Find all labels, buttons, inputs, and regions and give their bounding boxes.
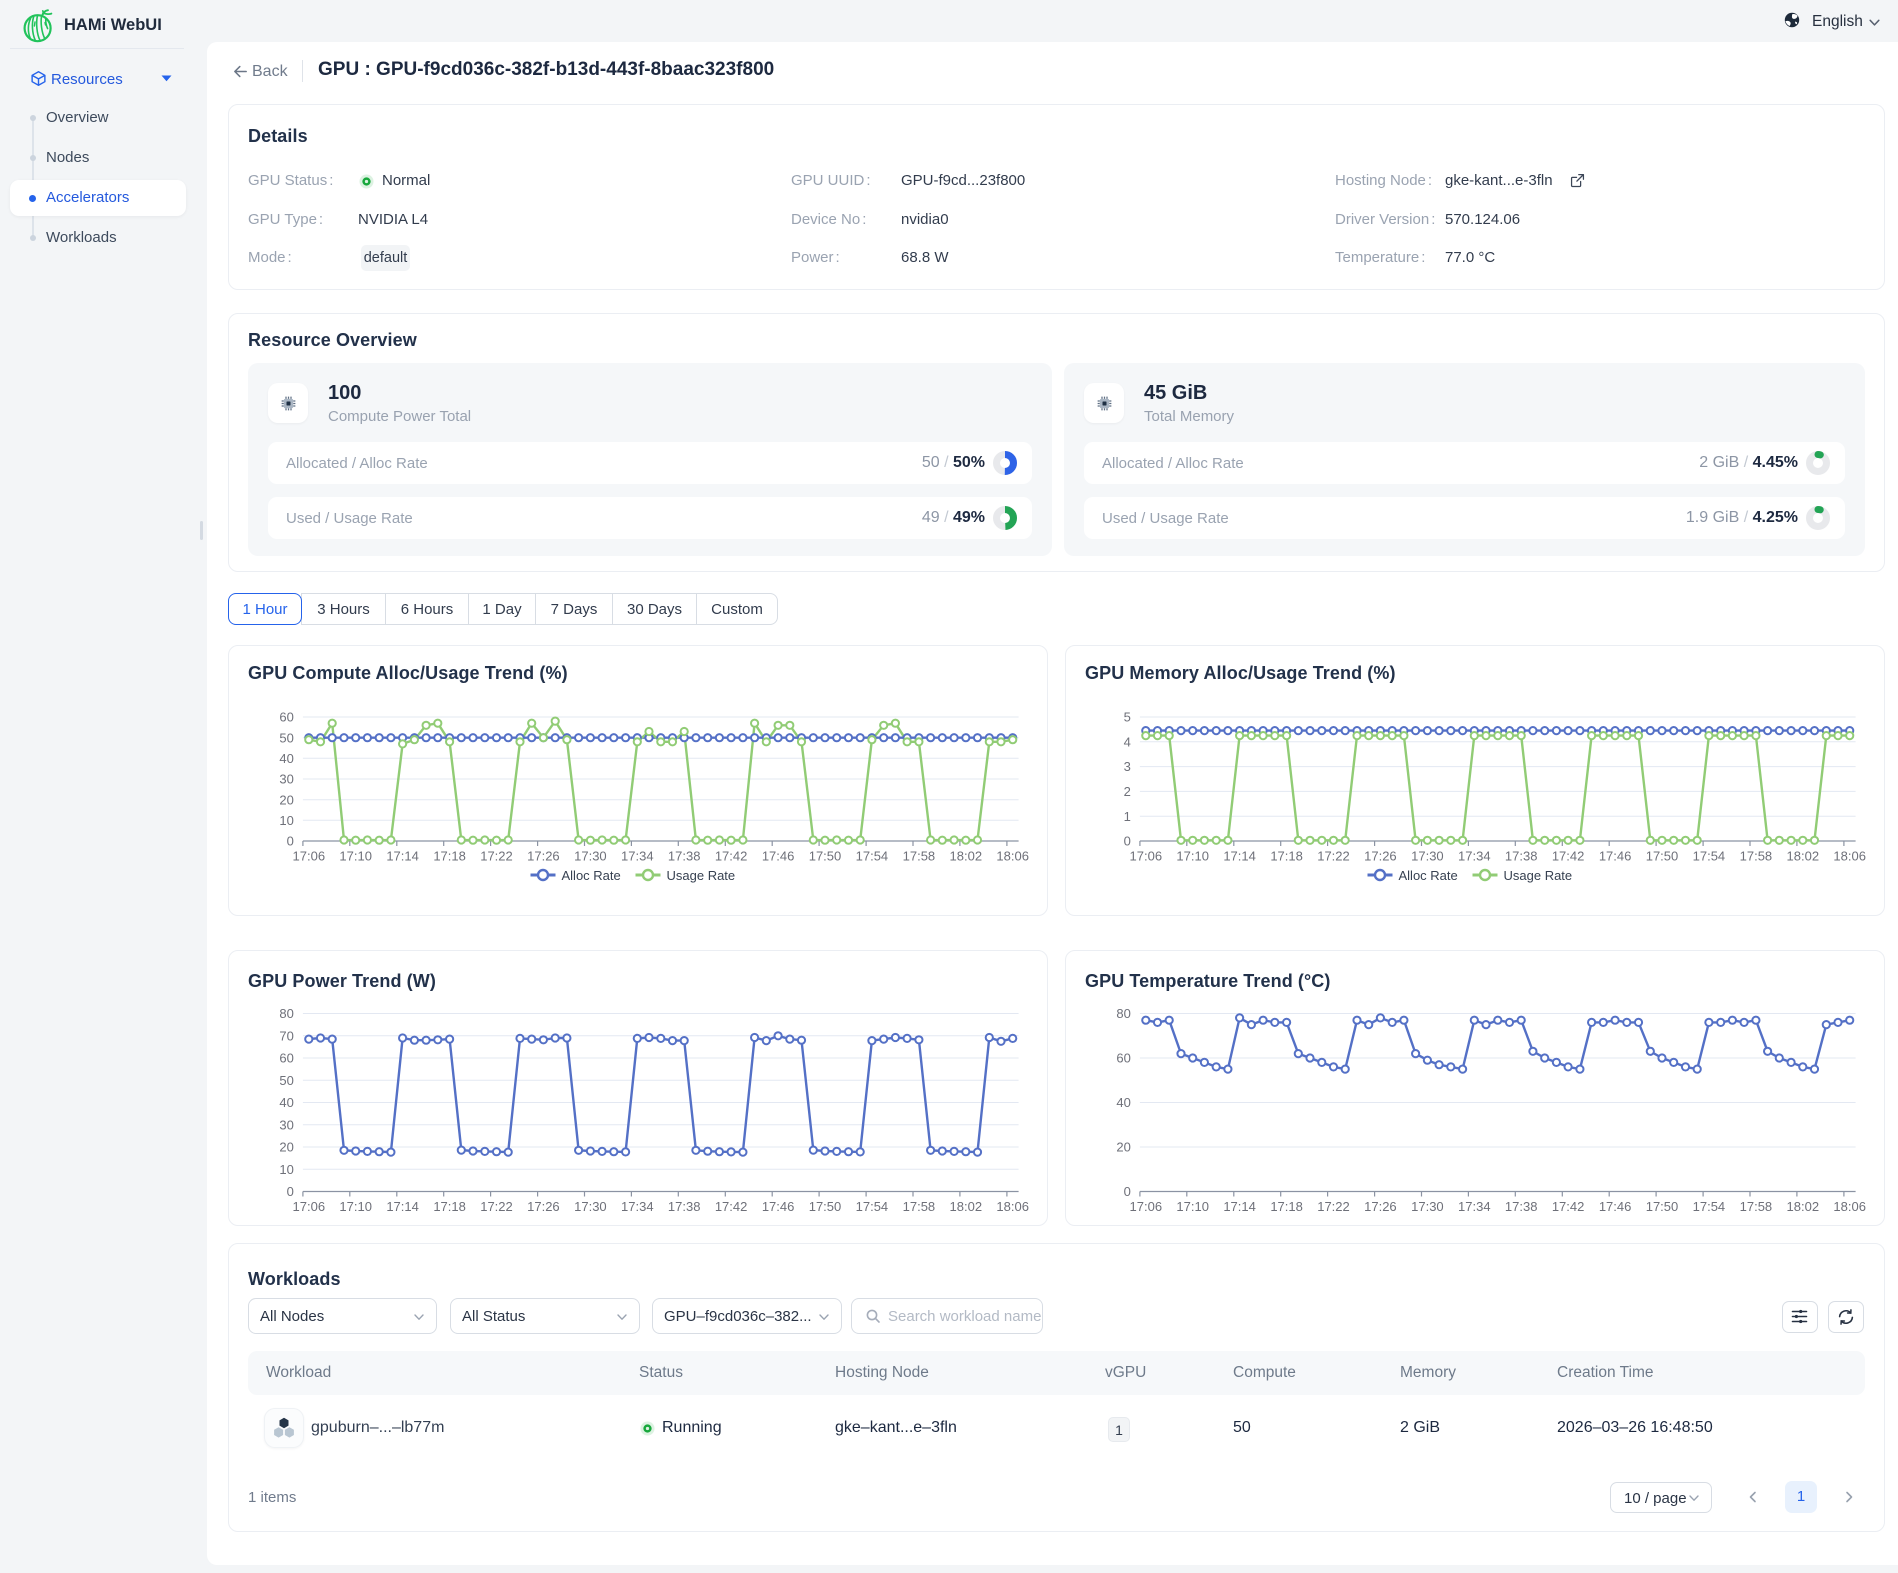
svg-text:18:06: 18:06 bbox=[1833, 849, 1866, 864]
svg-text:70: 70 bbox=[279, 1028, 293, 1043]
svg-text:1: 1 bbox=[1124, 809, 1131, 824]
svg-text:0: 0 bbox=[287, 834, 294, 849]
svg-text:17:30: 17:30 bbox=[574, 1199, 607, 1214]
svg-text:60: 60 bbox=[279, 1051, 293, 1066]
svg-text:18:02: 18:02 bbox=[950, 849, 983, 864]
svg-text:17:50: 17:50 bbox=[809, 1199, 842, 1214]
svg-text:17:18: 17:18 bbox=[1270, 1199, 1303, 1214]
svg-text:17:06: 17:06 bbox=[293, 849, 326, 864]
svg-text:40: 40 bbox=[279, 751, 293, 766]
svg-text:17:46: 17:46 bbox=[1599, 1199, 1632, 1214]
svg-text:17:58: 17:58 bbox=[903, 1199, 936, 1214]
svg-text:17:58: 17:58 bbox=[1740, 849, 1773, 864]
svg-text:2: 2 bbox=[1124, 784, 1131, 799]
svg-text:40: 40 bbox=[1116, 1095, 1130, 1110]
svg-text:17:14: 17:14 bbox=[1223, 1199, 1256, 1214]
svg-text:17:38: 17:38 bbox=[1505, 1199, 1538, 1214]
svg-text:18:02: 18:02 bbox=[1787, 1199, 1820, 1214]
svg-text:17:26: 17:26 bbox=[527, 849, 560, 864]
svg-text:0: 0 bbox=[1124, 1184, 1131, 1199]
svg-text:Alloc Rate: Alloc Rate bbox=[562, 868, 621, 883]
svg-text:17:10: 17:10 bbox=[1176, 1199, 1209, 1214]
svg-text:17:26: 17:26 bbox=[1364, 1199, 1397, 1214]
svg-text:17:30: 17:30 bbox=[574, 849, 607, 864]
svg-text:17:26: 17:26 bbox=[527, 1199, 560, 1214]
svg-text:17:22: 17:22 bbox=[1317, 849, 1350, 864]
svg-text:17:50: 17:50 bbox=[1646, 1199, 1679, 1214]
svg-text:40: 40 bbox=[279, 1095, 293, 1110]
svg-text:17:54: 17:54 bbox=[856, 849, 889, 864]
svg-text:17:38: 17:38 bbox=[668, 1199, 701, 1214]
svg-text:20: 20 bbox=[279, 792, 293, 807]
svg-text:17:14: 17:14 bbox=[386, 849, 419, 864]
svg-text:17:14: 17:14 bbox=[1223, 849, 1256, 864]
svg-text:17:30: 17:30 bbox=[1411, 849, 1444, 864]
svg-text:17:54: 17:54 bbox=[856, 1199, 889, 1214]
svg-text:17:42: 17:42 bbox=[1552, 1199, 1585, 1214]
svg-text:80: 80 bbox=[279, 1006, 293, 1021]
svg-text:17:10: 17:10 bbox=[339, 1199, 372, 1214]
svg-text:17:58: 17:58 bbox=[1740, 1199, 1773, 1214]
svg-text:17:50: 17:50 bbox=[1646, 849, 1679, 864]
svg-text:30: 30 bbox=[279, 772, 293, 787]
svg-text:50: 50 bbox=[279, 730, 293, 745]
svg-text:17:34: 17:34 bbox=[621, 849, 654, 864]
svg-text:17:18: 17:18 bbox=[1270, 849, 1303, 864]
svg-text:17:46: 17:46 bbox=[762, 1199, 795, 1214]
svg-text:17:10: 17:10 bbox=[339, 849, 372, 864]
svg-text:60: 60 bbox=[279, 710, 293, 725]
svg-text:17:18: 17:18 bbox=[433, 849, 466, 864]
svg-text:17:38: 17:38 bbox=[1505, 849, 1538, 864]
svg-text:17:34: 17:34 bbox=[621, 1199, 654, 1214]
svg-text:18:06: 18:06 bbox=[1833, 1199, 1866, 1214]
svg-text:4: 4 bbox=[1124, 734, 1131, 749]
svg-text:17:22: 17:22 bbox=[480, 1199, 513, 1214]
svg-text:18:06: 18:06 bbox=[996, 1199, 1029, 1214]
svg-text:17:06: 17:06 bbox=[1130, 1199, 1163, 1214]
svg-text:3: 3 bbox=[1124, 759, 1131, 774]
svg-text:17:30: 17:30 bbox=[1411, 1199, 1444, 1214]
svg-text:80: 80 bbox=[1116, 1006, 1130, 1021]
svg-text:17:54: 17:54 bbox=[1693, 849, 1726, 864]
svg-text:Usage Rate: Usage Rate bbox=[1504, 868, 1573, 883]
svg-text:Usage Rate: Usage Rate bbox=[667, 868, 736, 883]
svg-text:17:22: 17:22 bbox=[480, 849, 513, 864]
svg-text:5: 5 bbox=[1124, 710, 1131, 725]
svg-text:20: 20 bbox=[279, 1140, 293, 1155]
svg-text:Alloc Rate: Alloc Rate bbox=[1399, 868, 1458, 883]
svg-text:17:34: 17:34 bbox=[1458, 849, 1491, 864]
svg-text:30: 30 bbox=[279, 1117, 293, 1132]
svg-text:17:06: 17:06 bbox=[293, 1199, 326, 1214]
svg-text:17:46: 17:46 bbox=[1599, 849, 1632, 864]
svg-text:17:46: 17:46 bbox=[762, 849, 795, 864]
svg-text:17:10: 17:10 bbox=[1176, 849, 1209, 864]
svg-text:17:42: 17:42 bbox=[715, 1199, 748, 1214]
svg-text:10: 10 bbox=[279, 813, 293, 828]
svg-text:10: 10 bbox=[279, 1162, 293, 1177]
svg-text:17:54: 17:54 bbox=[1693, 1199, 1726, 1214]
svg-text:18:02: 18:02 bbox=[950, 1199, 983, 1214]
svg-text:0: 0 bbox=[1124, 834, 1131, 849]
svg-text:17:06: 17:06 bbox=[1130, 849, 1163, 864]
svg-text:0: 0 bbox=[287, 1184, 294, 1199]
svg-text:18:02: 18:02 bbox=[1787, 849, 1820, 864]
svg-text:17:58: 17:58 bbox=[903, 849, 936, 864]
svg-text:17:42: 17:42 bbox=[1552, 849, 1585, 864]
svg-text:50: 50 bbox=[279, 1073, 293, 1088]
svg-text:18:06: 18:06 bbox=[996, 849, 1029, 864]
svg-text:60: 60 bbox=[1116, 1051, 1130, 1066]
svg-text:17:34: 17:34 bbox=[1458, 1199, 1491, 1214]
svg-text:20: 20 bbox=[1116, 1140, 1130, 1155]
svg-text:17:26: 17:26 bbox=[1364, 849, 1397, 864]
svg-text:17:38: 17:38 bbox=[668, 849, 701, 864]
svg-text:17:42: 17:42 bbox=[715, 849, 748, 864]
svg-text:17:18: 17:18 bbox=[433, 1199, 466, 1214]
svg-text:17:50: 17:50 bbox=[809, 849, 842, 864]
svg-text:17:14: 17:14 bbox=[386, 1199, 419, 1214]
svg-text:17:22: 17:22 bbox=[1317, 1199, 1350, 1214]
